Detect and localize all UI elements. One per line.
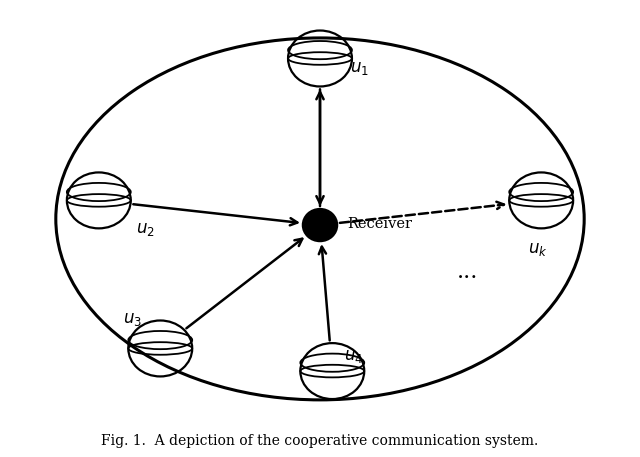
- Text: Fig. 1.  A depiction of the cooperative communication system.: Fig. 1. A depiction of the cooperative c…: [101, 434, 539, 448]
- Text: $u_1$: $u_1$: [351, 60, 369, 77]
- Text: $u_3$: $u_3$: [123, 311, 142, 328]
- Text: Receiver: Receiver: [348, 217, 413, 231]
- Text: $u_k$: $u_k$: [528, 241, 548, 258]
- Ellipse shape: [303, 209, 337, 241]
- Text: ...: ...: [457, 261, 478, 283]
- Text: $u_2$: $u_2$: [136, 221, 154, 238]
- Text: $u_4$: $u_4$: [344, 348, 364, 365]
